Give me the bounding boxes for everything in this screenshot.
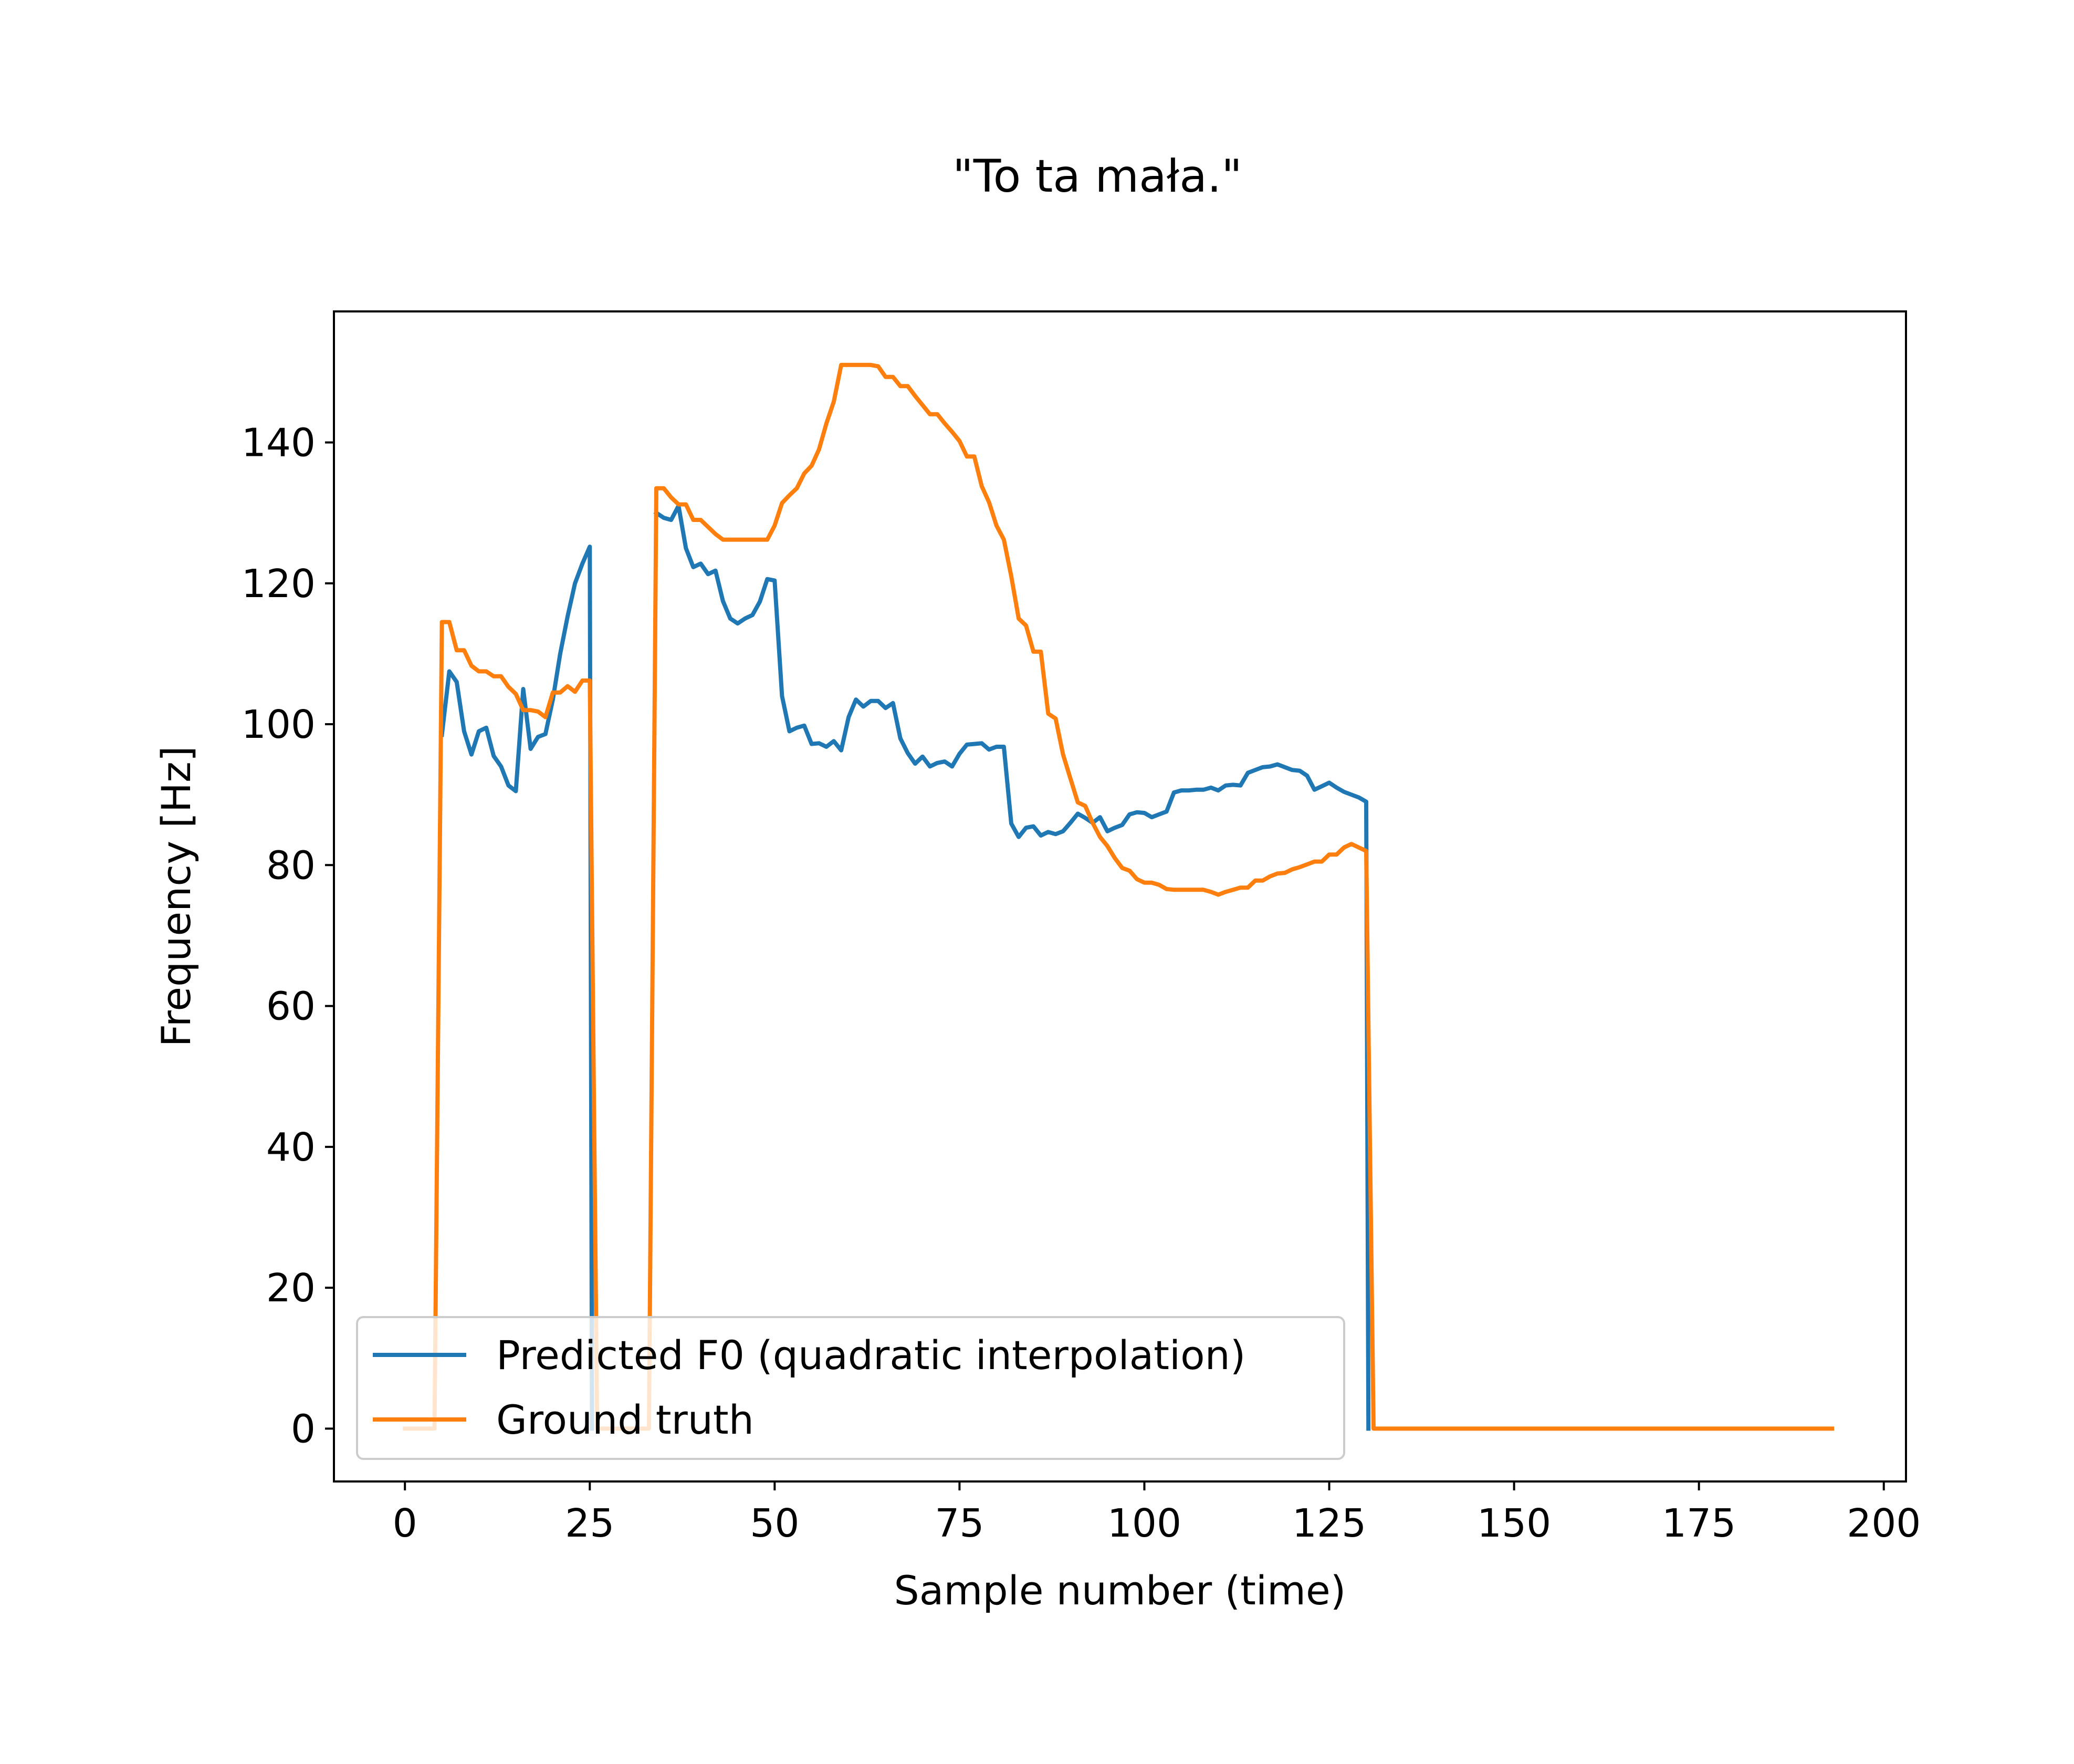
y-axis-label: Frequency [Hz] — [153, 746, 200, 1047]
y-tick-label: 40 — [266, 1125, 316, 1170]
chart-title: "To ta mała." — [952, 150, 1242, 203]
series-line-ground-truth-segment-0 — [403, 362, 1835, 1431]
y-tick-label: 140 — [242, 420, 316, 465]
legend-label: Ground truth — [496, 1396, 754, 1443]
y-tick-label: 0 — [291, 1406, 316, 1452]
x-tick-label: 0 — [393, 1501, 417, 1546]
x-axis-label: Sample number (time) — [894, 1567, 1346, 1614]
x-tick-label: 125 — [1292, 1501, 1366, 1546]
y-tick-label: 60 — [266, 984, 316, 1029]
x-tick-label: 50 — [750, 1501, 799, 1546]
series-line-predicted-f0-segment-0 — [439, 545, 594, 1431]
y-tick-label: 80 — [266, 843, 316, 888]
plot-frame — [333, 310, 1907, 1483]
y-tick-label: 100 — [242, 702, 316, 747]
series-line-predicted-f0-segment-1 — [653, 504, 1371, 1431]
y-tick-label: 120 — [242, 561, 316, 607]
x-tick-label: 25 — [565, 1501, 614, 1546]
legend: Predicted F0 (quadratic interpolation) Gr… — [356, 1316, 1345, 1460]
x-tick-label: 175 — [1662, 1501, 1736, 1546]
x-tick-label: 100 — [1107, 1501, 1181, 1546]
x-tick-label: 75 — [935, 1501, 984, 1546]
x-tick-label: 200 — [1847, 1501, 1921, 1546]
y-tick-label: 20 — [266, 1266, 316, 1311]
legend-label: Predicted F0 (quadratic interpolation) — [496, 1332, 1245, 1379]
legend-box — [356, 1316, 1345, 1460]
y-axis: 0 20 40 60 80 100 120 140 — [242, 420, 334, 1452]
x-tick-label: 150 — [1477, 1501, 1551, 1546]
x-axis: 0 25 50 75 100 125 150 175 200 — [393, 1481, 1921, 1546]
